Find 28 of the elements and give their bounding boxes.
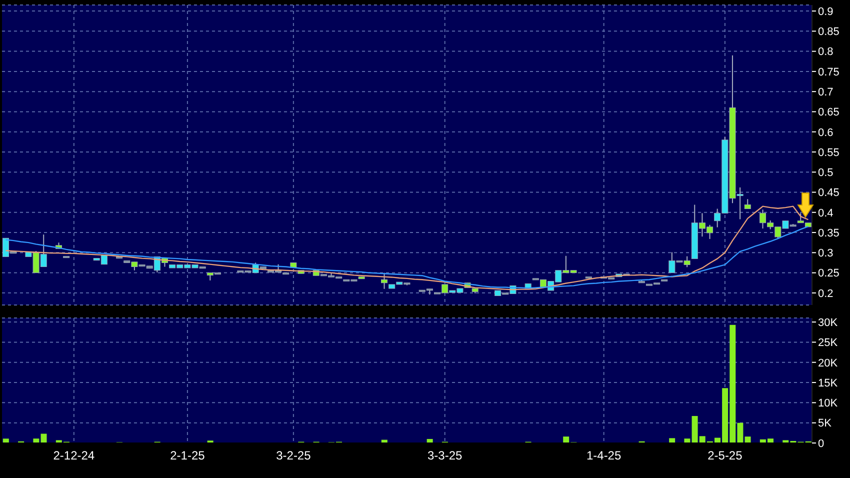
y-tick-label: 20K <box>818 357 838 370</box>
y-tick-label: 0.2 <box>818 288 834 300</box>
y-tick-label: 0.7 <box>818 86 834 98</box>
y-tick-label: 0.4 <box>818 207 834 220</box>
y-tick-label: 0.6 <box>818 126 834 139</box>
y-tick-label: 5K <box>818 418 832 430</box>
y-tick-label: 15K <box>818 377 838 390</box>
y-tick-label: 0.65 <box>818 106 840 119</box>
y-tick-label: 0.25 <box>818 268 840 280</box>
x-tick-label: 2-12-24 <box>53 448 95 463</box>
x-tick-label: 1-4-25 <box>586 448 622 463</box>
x-tick-label: 3-3-25 <box>428 448 463 463</box>
x-tick-label: 2-1-25 <box>170 448 206 463</box>
y-tick-label: 10K <box>818 398 838 410</box>
y-tick-label: 0.45 <box>818 187 840 200</box>
y-tick-label: 0.8 <box>818 46 834 58</box>
y-tick-label: 0 <box>818 438 824 450</box>
y-tick-label: 0.85 <box>818 26 840 38</box>
y-tick-label: 30K <box>818 316 838 329</box>
x-tick-label: 3-2-25 <box>276 448 312 463</box>
y-tick-label: 0.55 <box>818 146 840 159</box>
y-tick-label: 0.5 <box>818 167 834 180</box>
x-tick-label: 2-5-25 <box>708 448 743 463</box>
y-tick-label: 0.75 <box>818 66 840 78</box>
y-tick-label: 0.9 <box>818 6 834 18</box>
y-tick-label: 0.35 <box>818 227 840 240</box>
y-tick-label: 0.3 <box>818 248 834 260</box>
y-tick-label: 25K <box>818 337 838 350</box>
